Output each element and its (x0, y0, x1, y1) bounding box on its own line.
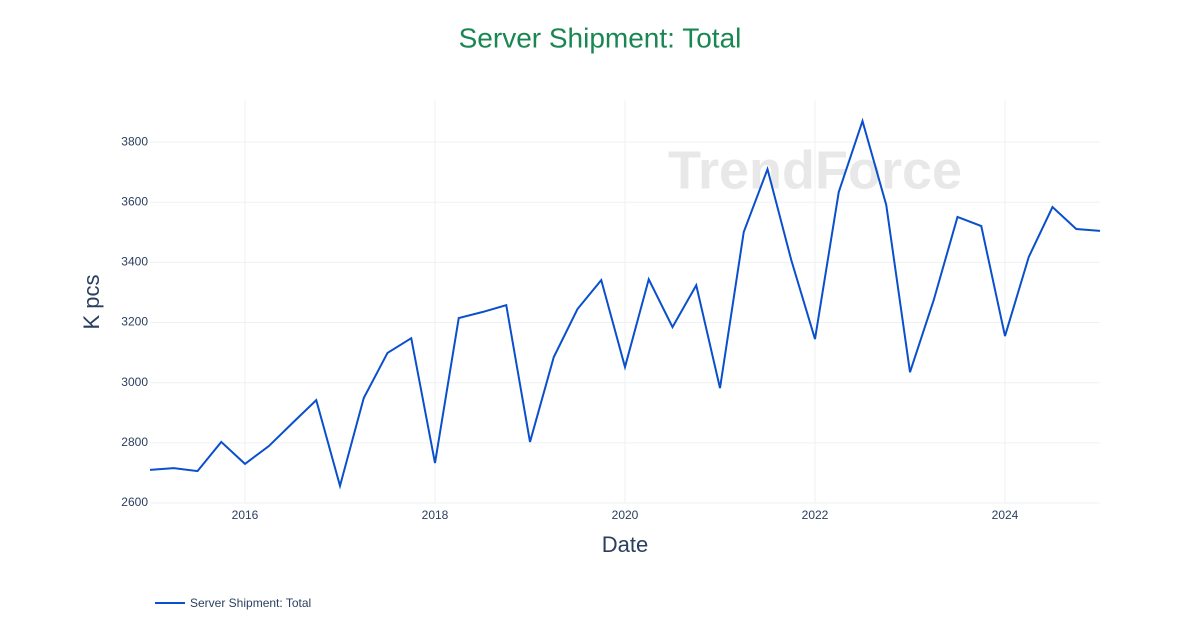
x-tick-label: 2020 (612, 508, 639, 522)
y-axis-label: K pcs (79, 274, 104, 329)
x-axis-label: Date (602, 532, 648, 557)
line (149, 117, 1101, 490)
y-tick-label: 3600 (121, 194, 148, 208)
legend-label: Server Shipment: Total (190, 596, 311, 610)
y-tick-label: 3000 (121, 375, 148, 389)
x-tick-label: 2024 (992, 508, 1019, 522)
y-tick-label: 3400 (121, 255, 148, 269)
x-tick-label: 2022 (802, 508, 829, 522)
y-tick-label: 2600 (121, 495, 148, 509)
y-tick-label: 2800 (121, 435, 148, 449)
x-tick-label: 2018 (422, 508, 449, 522)
x-tick-label: 2016 (232, 508, 259, 522)
y-tick-label: 3200 (121, 315, 148, 329)
chart-title: Server Shipment: Total (459, 22, 742, 53)
y-tick-label: 3800 (121, 134, 148, 148)
